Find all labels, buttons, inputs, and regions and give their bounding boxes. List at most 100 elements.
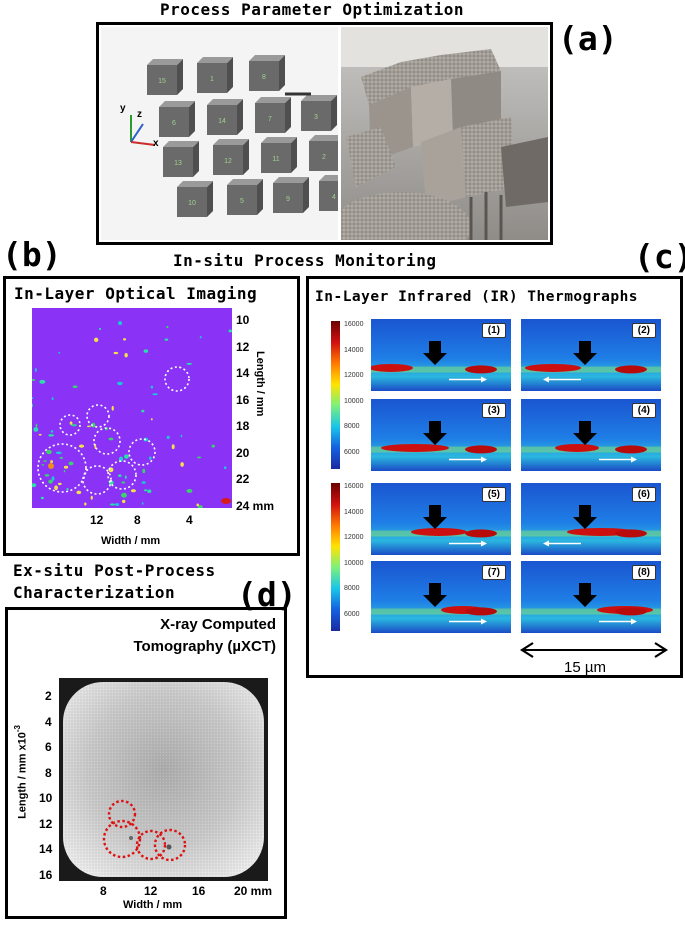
cube-label: 8: [262, 74, 266, 81]
panel-b-title: In-Layer Optical Imaging: [14, 284, 258, 303]
ir-colorbar-tick: 14000: [344, 508, 364, 516]
panel-d-title-line1: X-ray Computed: [160, 616, 276, 633]
cube-label: 11: [272, 156, 279, 163]
axis-z-label: z: [137, 109, 142, 120]
ir-thermograph-tile: (1): [369, 319, 511, 391]
panel-b-x-tick: 4: [186, 513, 193, 527]
ir-thermograph-tile: (2): [521, 319, 661, 391]
panel-d-title-line2: Tomography (µXCT): [133, 638, 276, 655]
ir-thermograph-tile: (7): [371, 561, 511, 633]
ir-tile-label: (4): [631, 403, 656, 418]
cube-label: 7: [268, 116, 272, 123]
cube: [227, 185, 257, 215]
ir-tile-label: (5): [481, 487, 506, 502]
cube: [213, 145, 243, 175]
axis-x-label: x: [153, 138, 159, 149]
cube: [177, 187, 207, 217]
panel-d-heading-line2: Characterization: [13, 583, 176, 602]
cube: [319, 181, 338, 211]
panel-d-x-axis-label: Width / mm: [123, 899, 183, 911]
panel-d-x-tick: 20 mm: [234, 884, 273, 898]
cube-label: 12: [224, 158, 232, 165]
panel-d-x-tick: 16: [192, 884, 206, 898]
panel-b-y-tick: 18: [236, 419, 250, 433]
panel-d-frame: X-ray Computed Tomography (µXCT): [5, 607, 287, 919]
cube-label: 6: [172, 120, 176, 127]
ir-thermograph-tile: (4): [521, 399, 661, 471]
cube-label: 14: [218, 118, 226, 125]
ir-colorbar-tick: 6000: [344, 448, 360, 456]
ir-tile-label: (3): [481, 403, 506, 418]
panel-a-frame: 15 1 8 6 14 7 3 13 12 11 2 10 5 9 4 y z x: [96, 22, 553, 245]
cube: [197, 63, 227, 93]
cube-label: 2: [322, 154, 326, 161]
panel-b-y-tick: 12: [236, 339, 250, 354]
cube: [249, 61, 279, 91]
panel-b-y-axis-label: Length / mm: [254, 351, 266, 417]
cube: [147, 65, 177, 95]
cube-label: 13: [174, 160, 182, 167]
ir-colorbar-tick: 8000: [344, 585, 360, 592]
panel-d-x-tick: 12: [144, 884, 158, 898]
panel-d-y-tick: 12: [39, 816, 53, 831]
ir-thermograph-tile: (8): [521, 561, 661, 633]
cube-label: 9: [286, 196, 290, 203]
axis-y-label: y: [120, 103, 126, 114]
panel-c-frame: In-Layer Infrared (IR) Thermographs 1600…: [306, 276, 683, 678]
panel-b-x-tick: 8: [134, 513, 141, 527]
panel-b-y-tick: 14: [236, 366, 250, 380]
ir-thermograph-tile: (5): [371, 483, 511, 555]
panel-b-letter: (b): [2, 235, 62, 274]
cube: [159, 107, 189, 137]
panel-d-y-tick: 2: [45, 689, 52, 703]
panel-a-title: Process Parameter Optimization: [160, 0, 464, 19]
ir-colorbar: [331, 321, 340, 469]
panel-b-y-tick: 24 mm: [236, 498, 275, 513]
panel-b-x-axis-label: Width / mm: [101, 535, 161, 547]
ir-colorbar: [331, 483, 340, 631]
panel-a-letter: (a): [558, 19, 618, 58]
ir-colorbar-tick: 12000: [344, 372, 364, 379]
panel-c-letter: (c): [634, 237, 685, 276]
ir-thermograph-tile: (3): [371, 399, 511, 471]
cube-label: 15: [158, 78, 166, 85]
panel-d-y-axis-label: Length / mm x10-3: [13, 725, 29, 819]
cube-label: 5: [240, 198, 244, 205]
cube: [255, 103, 285, 133]
optical-image: [32, 308, 232, 508]
panel-d-heading-line1: Ex-situ Post-Process: [13, 561, 216, 580]
panel-d-y-tick: 8: [45, 765, 52, 780]
panel-b-y-tick: 10: [236, 313, 250, 327]
ir-colorbar-tick: 8000: [344, 423, 360, 430]
cube: [207, 105, 237, 135]
panel-b-y-tick: 22: [236, 472, 250, 486]
ir-tile-label: (6): [631, 487, 656, 502]
panel-d-x-tick: 8: [100, 884, 107, 898]
panel-d-letter: (d): [237, 575, 297, 614]
ir-thermograph-tile: (6): [521, 483, 661, 555]
printed-cubes-photo: [341, 27, 548, 240]
panel-b-frame: In-Layer Optical Imaging 10 12 14 16 18 20 22 2…: [3, 276, 300, 556]
ir-colorbar-tick: 6000: [344, 610, 360, 618]
ir-tile-label: (7): [481, 565, 506, 580]
ir-colorbar-tick: 10000: [344, 559, 364, 567]
ir-tile-label: (1): [481, 323, 506, 338]
panel-d-y-tick: 16: [39, 867, 53, 882]
cube-label: 10: [188, 200, 196, 207]
cube-label: 1: [210, 76, 214, 83]
scale-bar-label: 15 µm: [564, 659, 606, 676]
ir-colorbar-tick: 14000: [344, 346, 364, 354]
cube-label: 4: [332, 194, 336, 201]
ir-colorbar-tick: 10000: [344, 397, 364, 405]
cube: [309, 141, 338, 171]
ir-colorbar-tick: 16000: [344, 321, 364, 328]
panel-d-y-tick: 4: [45, 714, 52, 729]
scale-bar: [519, 642, 669, 658]
cube-label: 3: [314, 114, 318, 121]
ir-tile-label: (2): [631, 323, 656, 338]
ir-colorbar-tick: 16000: [344, 483, 364, 490]
panel-b-x-tick: 12: [90, 513, 104, 527]
panel-d-y-axis-exponent: -3: [13, 725, 22, 733]
panel-c-title: In-Layer Infrared (IR) Thermographs: [315, 289, 639, 305]
section-title: In-situ Process Monitoring: [173, 251, 437, 270]
